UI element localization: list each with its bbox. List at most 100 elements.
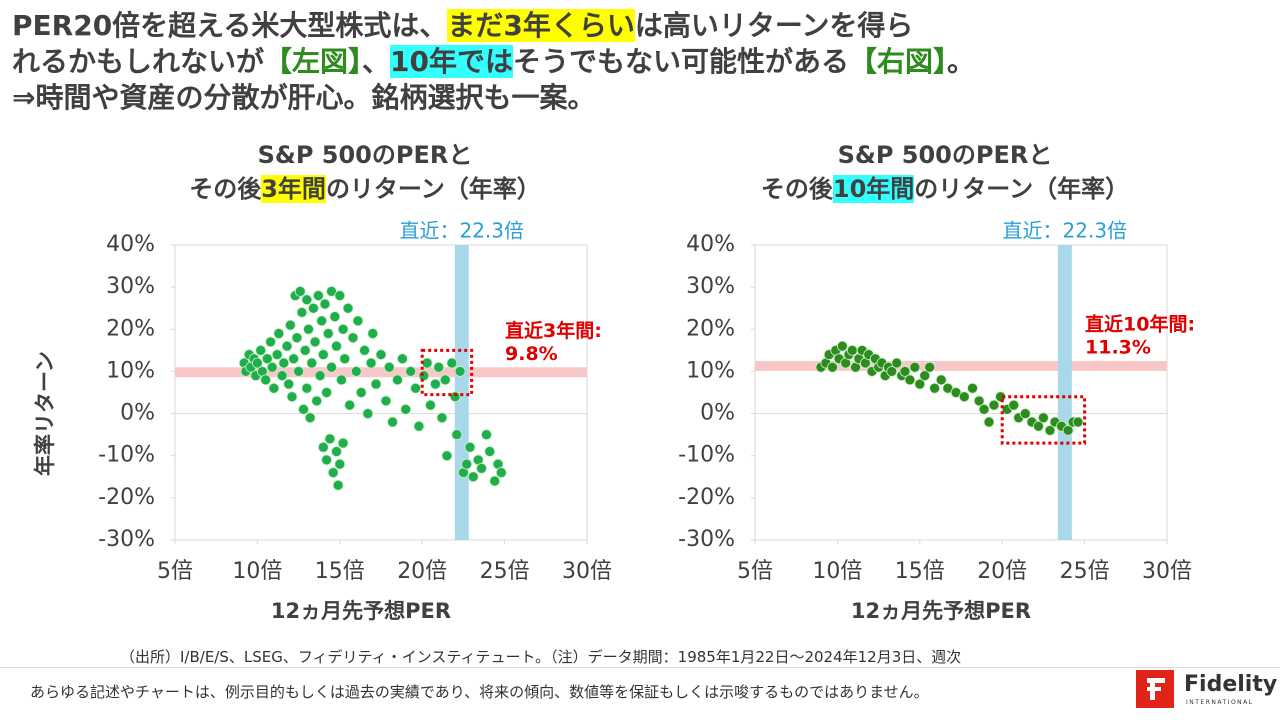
- point: [904, 374, 916, 386]
- logo-name: Fidelity: [1184, 672, 1278, 697]
- point: [322, 328, 334, 339]
- y-tick-label: 40%: [106, 232, 155, 257]
- text-segment: PER20倍を超える米大型株式は、: [12, 9, 448, 42]
- y-tick-label: 20%: [686, 316, 735, 341]
- text-segment: S&P 500のPERと: [837, 141, 1053, 169]
- charts: -30% -20% -10% 0% 10% 20% 30% 40% 5倍 10倍 15倍 20倍 25倍…: [33, 219, 1195, 624]
- average-label: 直近3年間:: [505, 319, 602, 342]
- text-line: その後3年間のリターン（年率）: [85, 172, 645, 206]
- point: [995, 391, 1006, 403]
- x-tick-label: 15倍: [895, 559, 945, 584]
- text-line: S&P 500のPERと: [665, 138, 1225, 172]
- point: [914, 378, 926, 390]
- x-tick-label: 25倍: [480, 559, 530, 584]
- point: [451, 429, 463, 441]
- x-tick-label: 5倍: [157, 559, 193, 584]
- logo-mark: [1136, 670, 1174, 708]
- text-segment: のリターン（年率）: [914, 175, 1130, 203]
- point: [296, 307, 308, 318]
- point: [319, 298, 331, 310]
- point: [339, 353, 351, 365]
- x-tick-label: 15倍: [315, 559, 365, 584]
- point: [331, 446, 342, 457]
- point: [298, 403, 309, 415]
- point: [929, 382, 941, 394]
- point: [309, 336, 321, 348]
- point: [967, 382, 978, 394]
- point: [367, 328, 379, 339]
- point: [260, 374, 272, 386]
- highlight-text: 3年間: [261, 175, 326, 203]
- y-tick-label: -30%: [678, 527, 735, 552]
- text-segment: 【左図】: [264, 45, 363, 78]
- point: [337, 323, 349, 335]
- point: [909, 361, 921, 373]
- point: [334, 290, 346, 301]
- text-line: その後10年間のリターン（年率）: [665, 172, 1225, 206]
- point: [400, 403, 412, 415]
- average-band: [175, 367, 587, 378]
- point: [383, 361, 395, 373]
- highlight-box: [1000, 395, 1087, 445]
- point: [301, 382, 313, 394]
- point: [261, 353, 273, 365]
- point: [988, 399, 1000, 411]
- x-tick-label: 5倍: [737, 559, 773, 584]
- average-band: [755, 360, 1167, 371]
- text-segment: そうでもない可能性がある: [513, 45, 850, 78]
- average-label: 9.8%: [505, 343, 558, 365]
- point: [429, 378, 441, 390]
- point: [308, 302, 319, 314]
- point: [324, 433, 336, 445]
- source-note: （出所）I/B/E/S、LSEG、フィデリティ・インスティテュート。（注）データ…: [120, 648, 962, 666]
- point: [973, 395, 985, 407]
- point: [331, 340, 342, 352]
- text-segment: 、: [362, 45, 391, 78]
- point: [919, 370, 931, 382]
- point: [935, 374, 947, 386]
- logo-sub: INTERNATIONAL: [1186, 699, 1254, 706]
- point: [352, 315, 364, 327]
- point: [886, 366, 898, 377]
- text-line: S&P 500のPERと: [85, 138, 645, 172]
- headline: PER20倍を超える米大型株式は、まだ3年くらいは高いリターンを得ら れるかもしれ…: [12, 8, 975, 116]
- point: [342, 302, 354, 314]
- x-tick-label: 20倍: [977, 559, 1027, 584]
- chart-title: S&P 500のPERとその後10年間のリターン（年率）: [665, 138, 1225, 206]
- point: [273, 328, 285, 339]
- highlight-text: まだ3年くらい: [447, 9, 635, 42]
- point: [365, 357, 377, 369]
- point: [418, 370, 430, 382]
- point: [326, 361, 337, 373]
- point: [317, 349, 329, 360]
- point: [461, 458, 473, 470]
- point: [268, 382, 280, 394]
- point: [291, 332, 303, 344]
- point: [387, 416, 398, 428]
- logo: Fidelity INTERNATIONAL: [1136, 668, 1277, 712]
- point: [304, 412, 316, 424]
- highlight-box: [420, 348, 474, 397]
- point: [446, 357, 458, 369]
- point: [433, 361, 445, 373]
- y-tick-label: -10%: [678, 443, 735, 468]
- point: [347, 332, 359, 344]
- y-tick-label: 40%: [686, 232, 735, 257]
- highlight-text: 10年間: [832, 175, 915, 203]
- point: [476, 462, 487, 474]
- point: [276, 370, 288, 382]
- point: [301, 294, 313, 306]
- point: [312, 290, 324, 301]
- point: [321, 454, 333, 466]
- average-label: 直近10年間:: [1085, 312, 1195, 335]
- y-tick-label: 0%: [120, 401, 155, 426]
- text-line: れるかもしれないが【左図】、10年ではそうでもない可能性がある【右図】。: [12, 44, 975, 80]
- point: [321, 387, 333, 398]
- recent-label: 直近：22.3倍: [399, 219, 524, 243]
- point: [336, 374, 347, 386]
- text-segment: れるかもしれないが: [12, 45, 265, 78]
- point: [899, 366, 911, 377]
- y-tick-label: 0%: [700, 401, 735, 426]
- point: [317, 441, 329, 453]
